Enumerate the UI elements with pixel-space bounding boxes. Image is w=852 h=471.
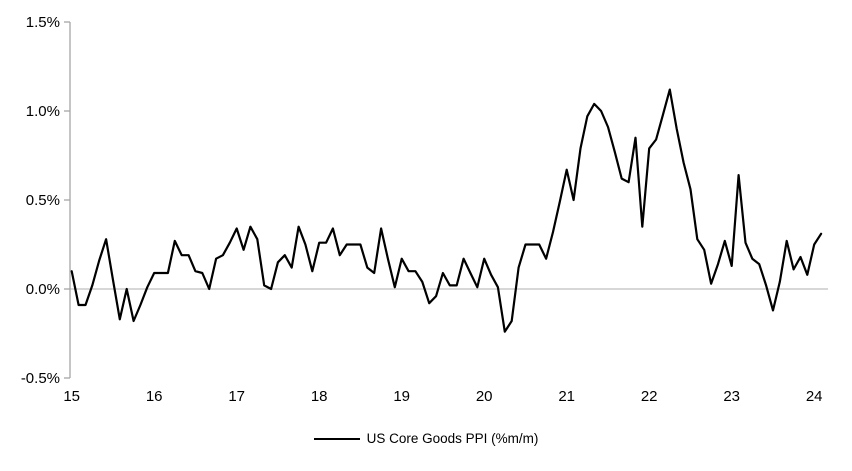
legend-line-swatch <box>313 438 360 440</box>
ppi-line-series <box>70 88 823 333</box>
x-tick-label: 15 <box>63 388 80 405</box>
x-tick-label: 16 <box>146 388 163 405</box>
x-tick-label: 19 <box>393 388 410 405</box>
y-tick-label: 1.0% <box>26 103 60 120</box>
y-tick-label: 0.0% <box>26 281 60 298</box>
legend: US Core Goods PPI (%m/m) <box>0 429 852 449</box>
x-tick-label: 24 <box>806 388 823 405</box>
y-tick-label: 0.5% <box>26 192 60 209</box>
y-tick-label: 1.5% <box>26 14 60 31</box>
legend-label: US Core Goods PPI (%m/m) <box>366 431 539 446</box>
x-tick-label: 23 <box>723 388 740 405</box>
x-tick-label: 18 <box>311 388 328 405</box>
x-tick-label: 17 <box>228 388 245 405</box>
x-tick-label: 20 <box>476 388 493 405</box>
x-tick-label: 22 <box>641 388 658 405</box>
x-tick-label: 21 <box>558 388 575 405</box>
y-tick-label: -0.5% <box>21 370 60 387</box>
